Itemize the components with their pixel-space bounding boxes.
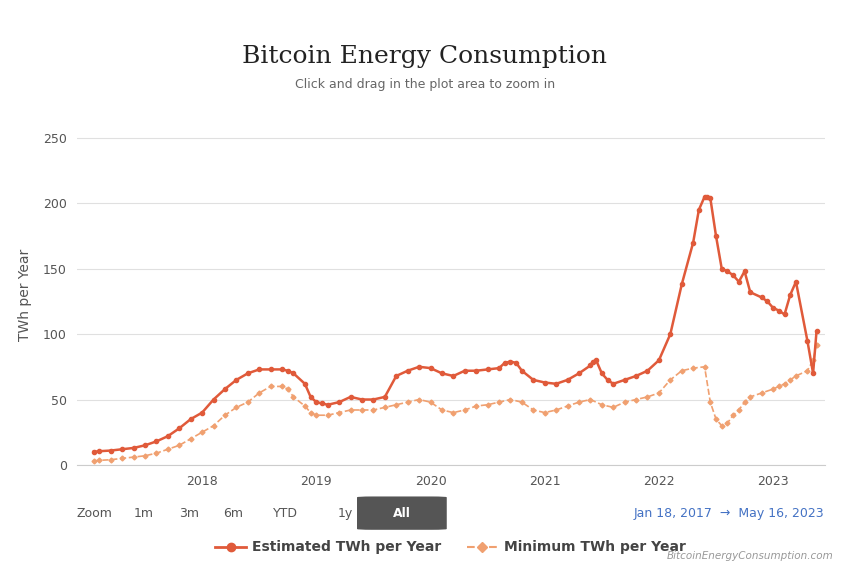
Text: 3m: 3m [178, 507, 199, 519]
Minimum TWh per Year [265, 383, 275, 390]
Text: 1y: 1y [338, 507, 354, 519]
Y-axis label: TWh per Year: TWh per Year [18, 249, 31, 341]
FancyBboxPatch shape [357, 497, 447, 530]
Estimated TWh per Year [706, 194, 716, 201]
Text: Zoom: Zoom [76, 507, 112, 519]
Text: Jan 18, 2017  →  May 16, 2023: Jan 18, 2017 → May 16, 2023 [634, 507, 824, 519]
Text: 6m: 6m [224, 507, 244, 519]
Minimum TWh per Year [768, 386, 779, 392]
Text: 1m: 1m [133, 507, 154, 519]
Minimum TWh per Year [334, 409, 344, 416]
Text: YTD: YTD [274, 507, 298, 519]
Estimated TWh per Year [700, 193, 710, 200]
Legend: Estimated TWh per Year, Minimum TWh per Year: Estimated TWh per Year, Minimum TWh per … [210, 535, 691, 559]
Line: Estimated TWh per Year: Estimated TWh per Year [92, 194, 819, 454]
Minimum TWh per Year [254, 390, 264, 396]
Estimated TWh per Year [88, 448, 99, 455]
Estimated TWh per Year [812, 328, 822, 335]
Text: BitcoinEnergyConsumption.com: BitcoinEnergyConsumption.com [666, 551, 833, 561]
Text: Click and drag in the plot area to zoom in: Click and drag in the plot area to zoom … [295, 78, 555, 91]
Estimated TWh per Year [140, 442, 150, 448]
Minimum TWh per Year [528, 407, 538, 413]
Estimated TWh per Year [586, 362, 596, 369]
Estimated TWh per Year [277, 366, 287, 373]
Minimum TWh per Year [517, 399, 527, 405]
Text: Bitcoin Energy Consumption: Bitcoin Energy Consumption [242, 45, 608, 68]
Minimum TWh per Year [812, 341, 822, 348]
Line: Minimum TWh per Year: Minimum TWh per Year [92, 343, 819, 463]
Text: All: All [393, 507, 411, 519]
Minimum TWh per Year [88, 458, 99, 464]
Estimated TWh per Year [220, 386, 230, 392]
Estimated TWh per Year [666, 331, 676, 337]
